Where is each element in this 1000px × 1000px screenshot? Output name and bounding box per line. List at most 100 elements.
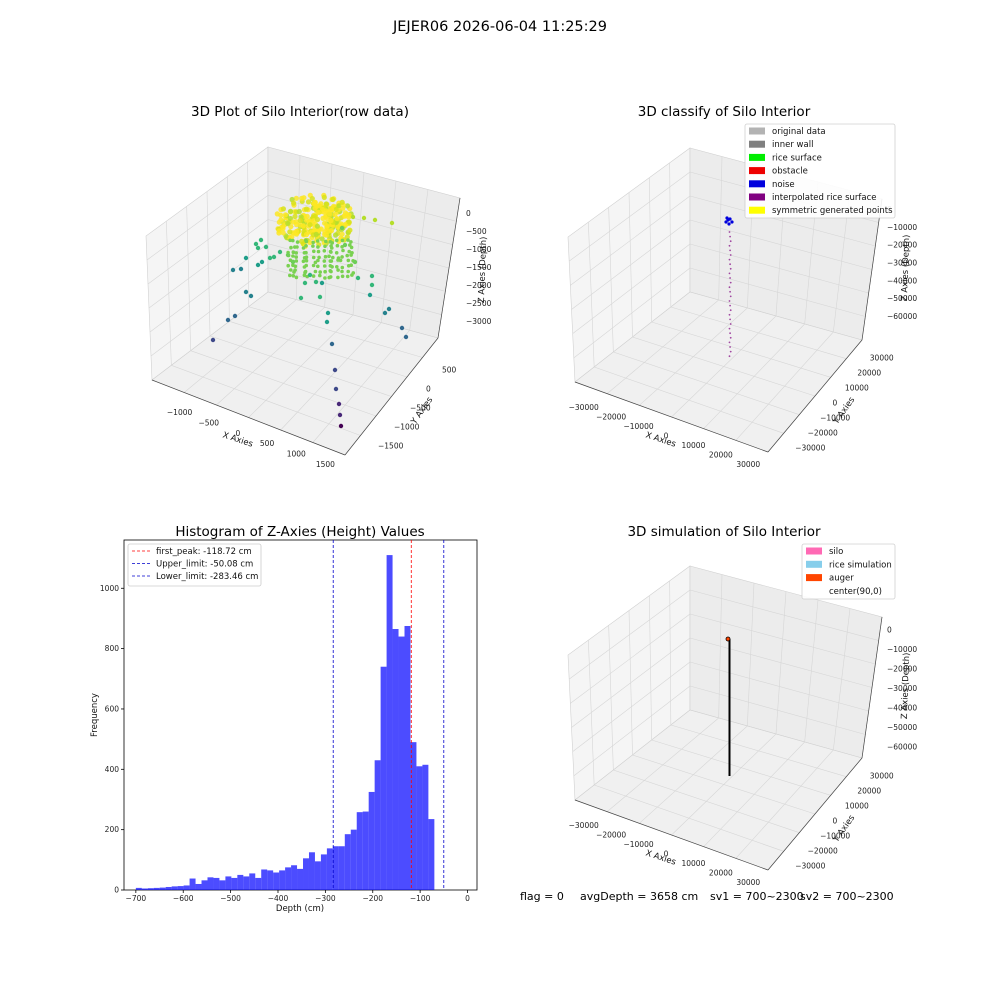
histogram-bar <box>249 873 256 890</box>
raw-point <box>345 253 350 258</box>
raw-point <box>210 337 216 343</box>
raw-point <box>336 258 340 262</box>
raw-point <box>324 239 328 244</box>
classify-point <box>729 318 731 321</box>
raw-point <box>225 317 231 323</box>
panel-simulation-title: 3D simulation of Silo Interior <box>627 524 821 540</box>
raw-point <box>301 259 306 264</box>
classify-legend-label: noise <box>772 180 795 190</box>
simulation-z-tick-label: −30000 <box>887 684 917 693</box>
panel-histogram: Histogram of Z-Axies (Height) Values −70… <box>90 524 478 914</box>
raw-yticks: 500 0 −500 −1000 −1500 <box>378 366 457 451</box>
raw-point <box>340 238 345 243</box>
histogram-xtick-label: −700 <box>126 894 147 903</box>
panel-simulation: 3D simulation of Silo Interior −30000−20… <box>567 524 917 887</box>
simulation-y-tick-label: −10000 <box>820 832 850 841</box>
simulation-z-tick-label: −40000 <box>887 703 917 712</box>
raw-point <box>350 273 354 277</box>
raw-y-axis-line <box>344 337 439 456</box>
histogram-bar <box>416 766 423 890</box>
classify-legend-label: inner wall <box>772 140 813 150</box>
histogram-legend-label: Lower_limit: -283.46 cm <box>156 572 258 582</box>
classify-legend-label: original data <box>772 127 826 137</box>
classify-legend-swatch <box>749 127 765 135</box>
classify-point <box>729 304 731 307</box>
classify-point <box>728 231 731 233</box>
classify-z-axis-line <box>861 198 883 341</box>
classify-point <box>729 249 731 252</box>
raw-point <box>321 194 327 200</box>
raw-grid-lh-5 <box>146 170 269 261</box>
raw-point <box>342 210 348 216</box>
raw-point <box>267 255 273 261</box>
raw-point <box>311 244 315 248</box>
raw-point <box>339 225 345 231</box>
classify-point <box>728 355 731 358</box>
raw-point <box>316 245 320 249</box>
raw-point <box>323 276 327 280</box>
raw-point <box>335 265 339 269</box>
raw-y-tick-label: 500 <box>442 366 457 375</box>
raw-point <box>313 231 319 237</box>
classify-legend-swatch <box>749 193 765 201</box>
raw-point <box>342 242 348 248</box>
raw-point <box>336 401 342 407</box>
classify-y-axis-line <box>767 339 863 453</box>
raw-point <box>316 258 320 263</box>
raw-point <box>372 217 378 223</box>
histogram-bar <box>189 878 196 890</box>
classify-legend-label: rice surface <box>772 153 822 163</box>
histogram-bar <box>183 885 190 890</box>
raw-point <box>328 275 333 279</box>
classify-y-tick-label: −10000 <box>820 414 850 423</box>
raw-z-tick-label: −2000 <box>466 281 492 290</box>
classify-point <box>729 254 732 256</box>
raw-point <box>288 273 292 278</box>
raw-point <box>298 295 304 301</box>
classify-point <box>729 277 731 279</box>
classify-z-tick-label: −10000 <box>887 223 917 232</box>
raw-point <box>291 274 296 278</box>
raw-point <box>313 279 319 285</box>
raw-point <box>330 265 334 269</box>
classify-y-tick-label: 10000 <box>845 384 869 393</box>
histogram-bar <box>207 877 214 890</box>
raw-x-tick-label: 0 <box>236 429 241 438</box>
raw-zlabel: Z Axies (Depth) <box>477 236 489 303</box>
raw-point <box>288 208 294 214</box>
classify-point <box>728 300 731 302</box>
simulation-z-tick-label: −60000 <box>887 742 917 751</box>
classify-x-tick-label: 20000 <box>709 451 733 460</box>
histogram-bar <box>410 742 417 890</box>
raw-z-tick-label: −1500 <box>466 263 492 272</box>
raw-point <box>305 199 312 205</box>
histogram-bar <box>338 846 345 890</box>
histogram-bar <box>297 868 304 890</box>
classify-point <box>725 216 729 220</box>
raw-point <box>280 206 286 212</box>
raw-point <box>322 264 327 268</box>
raw-point <box>291 238 295 243</box>
classify-point <box>729 240 732 243</box>
raw-point <box>294 251 299 255</box>
raw-point <box>329 269 333 274</box>
raw-point <box>318 273 322 278</box>
raw-point <box>334 251 339 255</box>
histogram-bar <box>428 819 435 890</box>
raw-point <box>294 259 299 263</box>
raw-point <box>319 236 325 242</box>
raw-point <box>230 267 236 273</box>
histogram-ytick-label: 200 <box>105 825 120 834</box>
raw-point <box>369 273 375 279</box>
classify-point <box>728 286 731 289</box>
raw-y-tick-label: 0 <box>426 385 431 394</box>
histogram-bar <box>368 791 375 890</box>
classify-point <box>729 295 732 298</box>
classify-z-tick-label: −60000 <box>887 312 917 321</box>
raw-point <box>333 232 339 238</box>
histogram-bar <box>237 874 244 890</box>
histogram-xtick-label: −100 <box>410 894 431 903</box>
histogram-bar <box>273 872 280 890</box>
classify-grid-lh-5 <box>568 171 691 262</box>
raw-point <box>369 282 375 288</box>
